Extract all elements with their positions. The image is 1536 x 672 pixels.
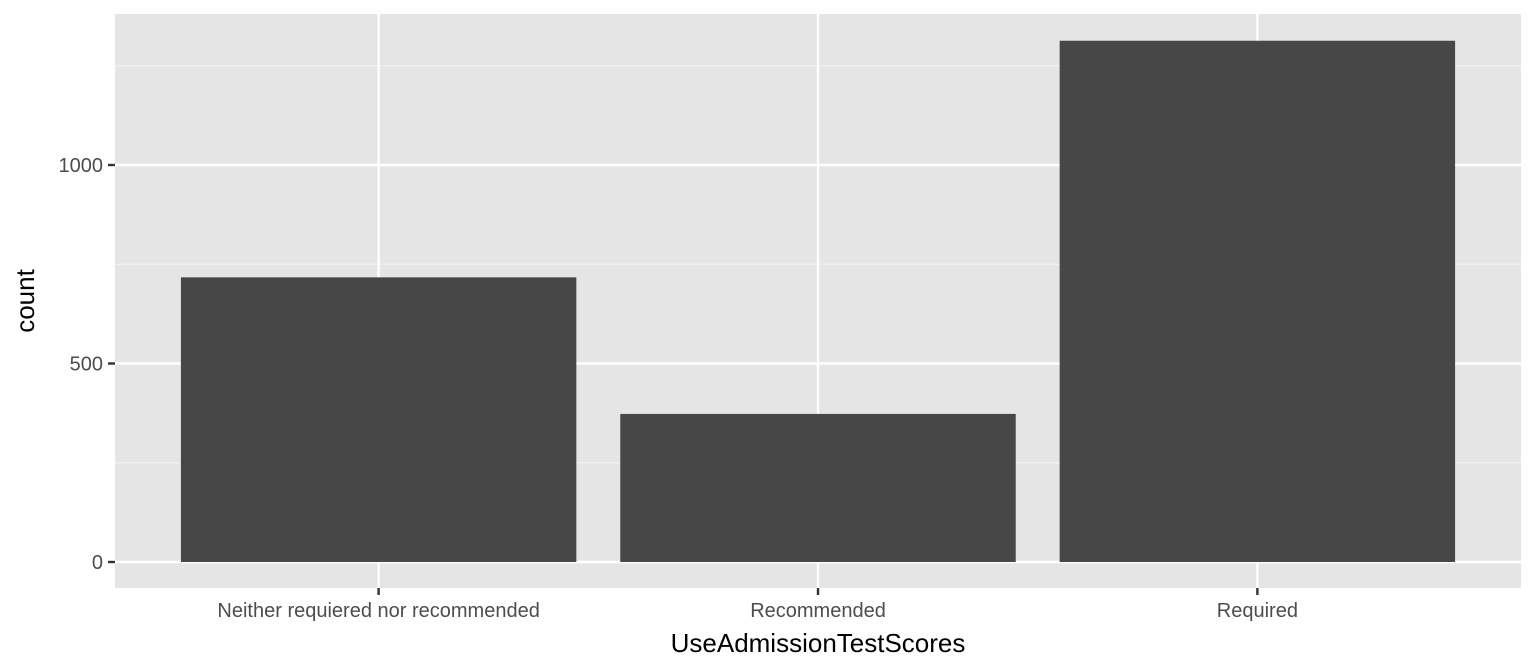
bar [180, 277, 577, 562]
y-tick-label: 1000 [59, 155, 104, 177]
x-tick-label: Recommended [750, 600, 886, 622]
x-tick-label: Neither requiered nor recommended [217, 600, 539, 622]
y-axis: 0 500 1000 [59, 155, 115, 574]
bar [1059, 40, 1456, 562]
y-tick-label: 0 [92, 552, 103, 574]
x-axis: Neither requiered nor recommended Recomme… [217, 588, 1298, 622]
x-tick-label: Required [1217, 600, 1298, 622]
x-axis-title: UseAdmissionTestScores [671, 628, 966, 658]
bars [180, 40, 1456, 562]
bar [620, 413, 1016, 562]
y-axis-title: count [10, 268, 40, 332]
y-tick-label: 500 [70, 354, 103, 376]
